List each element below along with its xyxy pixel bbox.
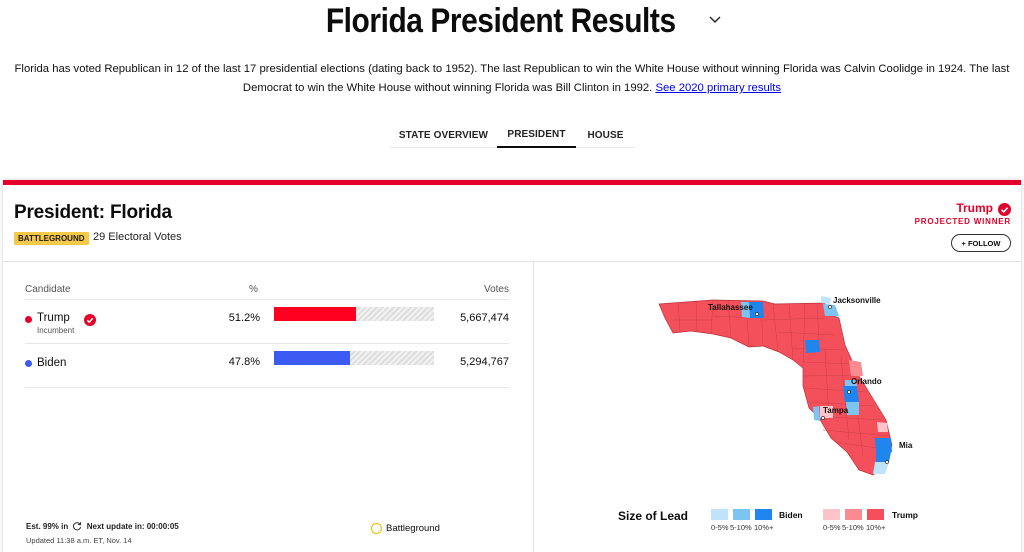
lead-swatch-biden-0-5: [711, 509, 728, 520]
map-city-tampa: Tampa: [823, 406, 849, 415]
page-title-block: Florida President Results: [0, 2, 1024, 41]
lead-legend-trump: Trump: [892, 510, 918, 520]
lead-legend-biden: Biden: [779, 510, 803, 520]
tallahassee-marker: [755, 312, 759, 316]
candidate-pct: 51.2%: [228, 312, 260, 324]
tampa-marker: [821, 416, 825, 420]
county-volusia[interactable]: [849, 360, 863, 376]
section-tabs: STATE OVERVIEW PRESIDENT HOUSE: [390, 123, 635, 148]
county-nassau[interactable]: [821, 296, 831, 304]
candidate-name: Biden: [37, 357, 67, 369]
candidate-votes: 5,667,474: [460, 312, 509, 324]
lead-range-label: 0-5%: [823, 523, 841, 532]
results-table: Candidate % Votes Trump Incumbent 51.2% …: [25, 281, 509, 388]
projected-winner-label: PROJECTED WINNER: [914, 217, 1011, 226]
tab-president[interactable]: PRESIDENT: [497, 123, 576, 148]
race-card: President: Florida BATTLEGROUND 29 Elect…: [3, 180, 1021, 552]
lead-swatch-trump-0-5: [823, 509, 840, 520]
map-city-tallahassee: Tallahassee: [708, 303, 753, 312]
card-divider: [3, 261, 1021, 262]
county-palm-beach[interactable]: [875, 438, 892, 452]
lead-range-label: 10%+: [754, 523, 774, 532]
winner-check-icon: [998, 203, 1011, 221]
county-seminole[interactable]: [845, 380, 857, 386]
battleground-ring-icon: [371, 523, 382, 534]
candidate-name: Trump: [37, 312, 70, 324]
intro-paragraph: Florida has voted Republican in 12 of th…: [8, 60, 1016, 98]
projected-winner-name: Trump: [956, 201, 993, 215]
page-title: Florida President Results: [325, 2, 676, 40]
lead-range-label: 5-10%: [730, 523, 752, 532]
candidate-votes: 5,294,767: [460, 356, 509, 368]
lead-range-label: 0-5%: [711, 523, 729, 532]
battleground-legend-label: Battleground: [386, 523, 440, 534]
tab-house[interactable]: HOUSE: [587, 130, 624, 141]
vote-bar-fill: [274, 351, 351, 365]
refresh-icon: [72, 521, 82, 533]
vote-bar: [274, 307, 434, 321]
county-alachua[interactable]: [805, 340, 820, 353]
lead-swatch-biden-10-plus: [755, 509, 772, 520]
lead-legend-title: Size of Lead: [618, 509, 689, 523]
electoral-votes: 29 Electoral Votes: [93, 231, 182, 243]
winner-check-icon: [84, 313, 96, 331]
vote-bar: [274, 351, 434, 365]
county-st-lucie[interactable]: [877, 422, 888, 432]
county-hillsborough[interactable]: [820, 406, 833, 418]
candidate-column-header: Candidate: [25, 284, 71, 295]
lead-swatch-trump-5-10: [845, 509, 862, 520]
primary-results-link[interactable]: See 2020 primary results: [655, 82, 782, 94]
intro-text: Florida has voted Republican in 12 of th…: [14, 63, 1010, 94]
battleground-legend: Battleground: [371, 523, 440, 534]
updated-time: Updated 11:38 a.m. ET, Nov. 14: [26, 536, 132, 545]
county-osceola[interactable]: [846, 402, 859, 415]
card-column-divider: [533, 262, 534, 552]
map-city-orlando: Orlando: [851, 377, 882, 386]
miami-marker: [885, 460, 889, 464]
lead-swatch-biden-5-10: [733, 509, 750, 520]
candidate-row-trump: Trump Incumbent 51.2% 5,667,474: [25, 300, 509, 344]
county-gadsden[interactable]: [741, 302, 750, 318]
size-of-lead-legend: Size of Lead Biden 0-5% 5-10% 10%+ Trump…: [618, 505, 928, 545]
florida-county-map[interactable]: Tallahassee Jacksonville Orlando Tampa M…: [653, 290, 913, 490]
vote-bar-fill: [274, 307, 356, 321]
map-city-miami: Miami: [899, 441, 913, 450]
results-table-header: Candidate % Votes: [25, 281, 509, 300]
votes-column-header: Votes: [483, 284, 509, 295]
lead-range-label: 5-10%: [842, 523, 864, 532]
lead-swatch-trump-10-plus: [867, 509, 884, 520]
county-miami-dade[interactable]: [873, 462, 889, 474]
county-duval[interactable]: [823, 304, 839, 316]
next-update: Next update in: 00:00:05: [86, 522, 179, 531]
candidate-pct: 47.8%: [228, 356, 260, 368]
candidate-row-biden: Biden 47.8% 5,294,767: [25, 344, 509, 388]
battleground-badge: BATTLEGROUND: [14, 232, 89, 245]
party-dot: [25, 316, 32, 323]
jacksonville-marker: [828, 305, 832, 309]
follow-button[interactable]: + FOLLOW: [951, 234, 1011, 252]
pct-column-header: %: [249, 284, 258, 295]
county-broward[interactable]: [876, 452, 891, 462]
reporting-status: Est. 99% in Next update in: 00:00:05: [26, 521, 179, 533]
est-reporting: Est. 99% in: [26, 522, 69, 531]
orlando-marker: [847, 390, 851, 394]
chevron-down-icon[interactable]: [708, 11, 722, 29]
county-pinellas[interactable]: [813, 406, 820, 421]
map-city-jacksonville: Jacksonville: [833, 296, 881, 305]
county-leon[interactable]: [749, 302, 764, 318]
county-orange[interactable]: [843, 386, 859, 402]
lead-range-label: 10%+: [866, 523, 886, 532]
incumbent-label: Incumbent: [37, 326, 75, 335]
race-title: President: Florida: [14, 202, 172, 223]
tab-state-overview[interactable]: STATE OVERVIEW: [398, 130, 489, 141]
party-dot: [25, 360, 32, 367]
